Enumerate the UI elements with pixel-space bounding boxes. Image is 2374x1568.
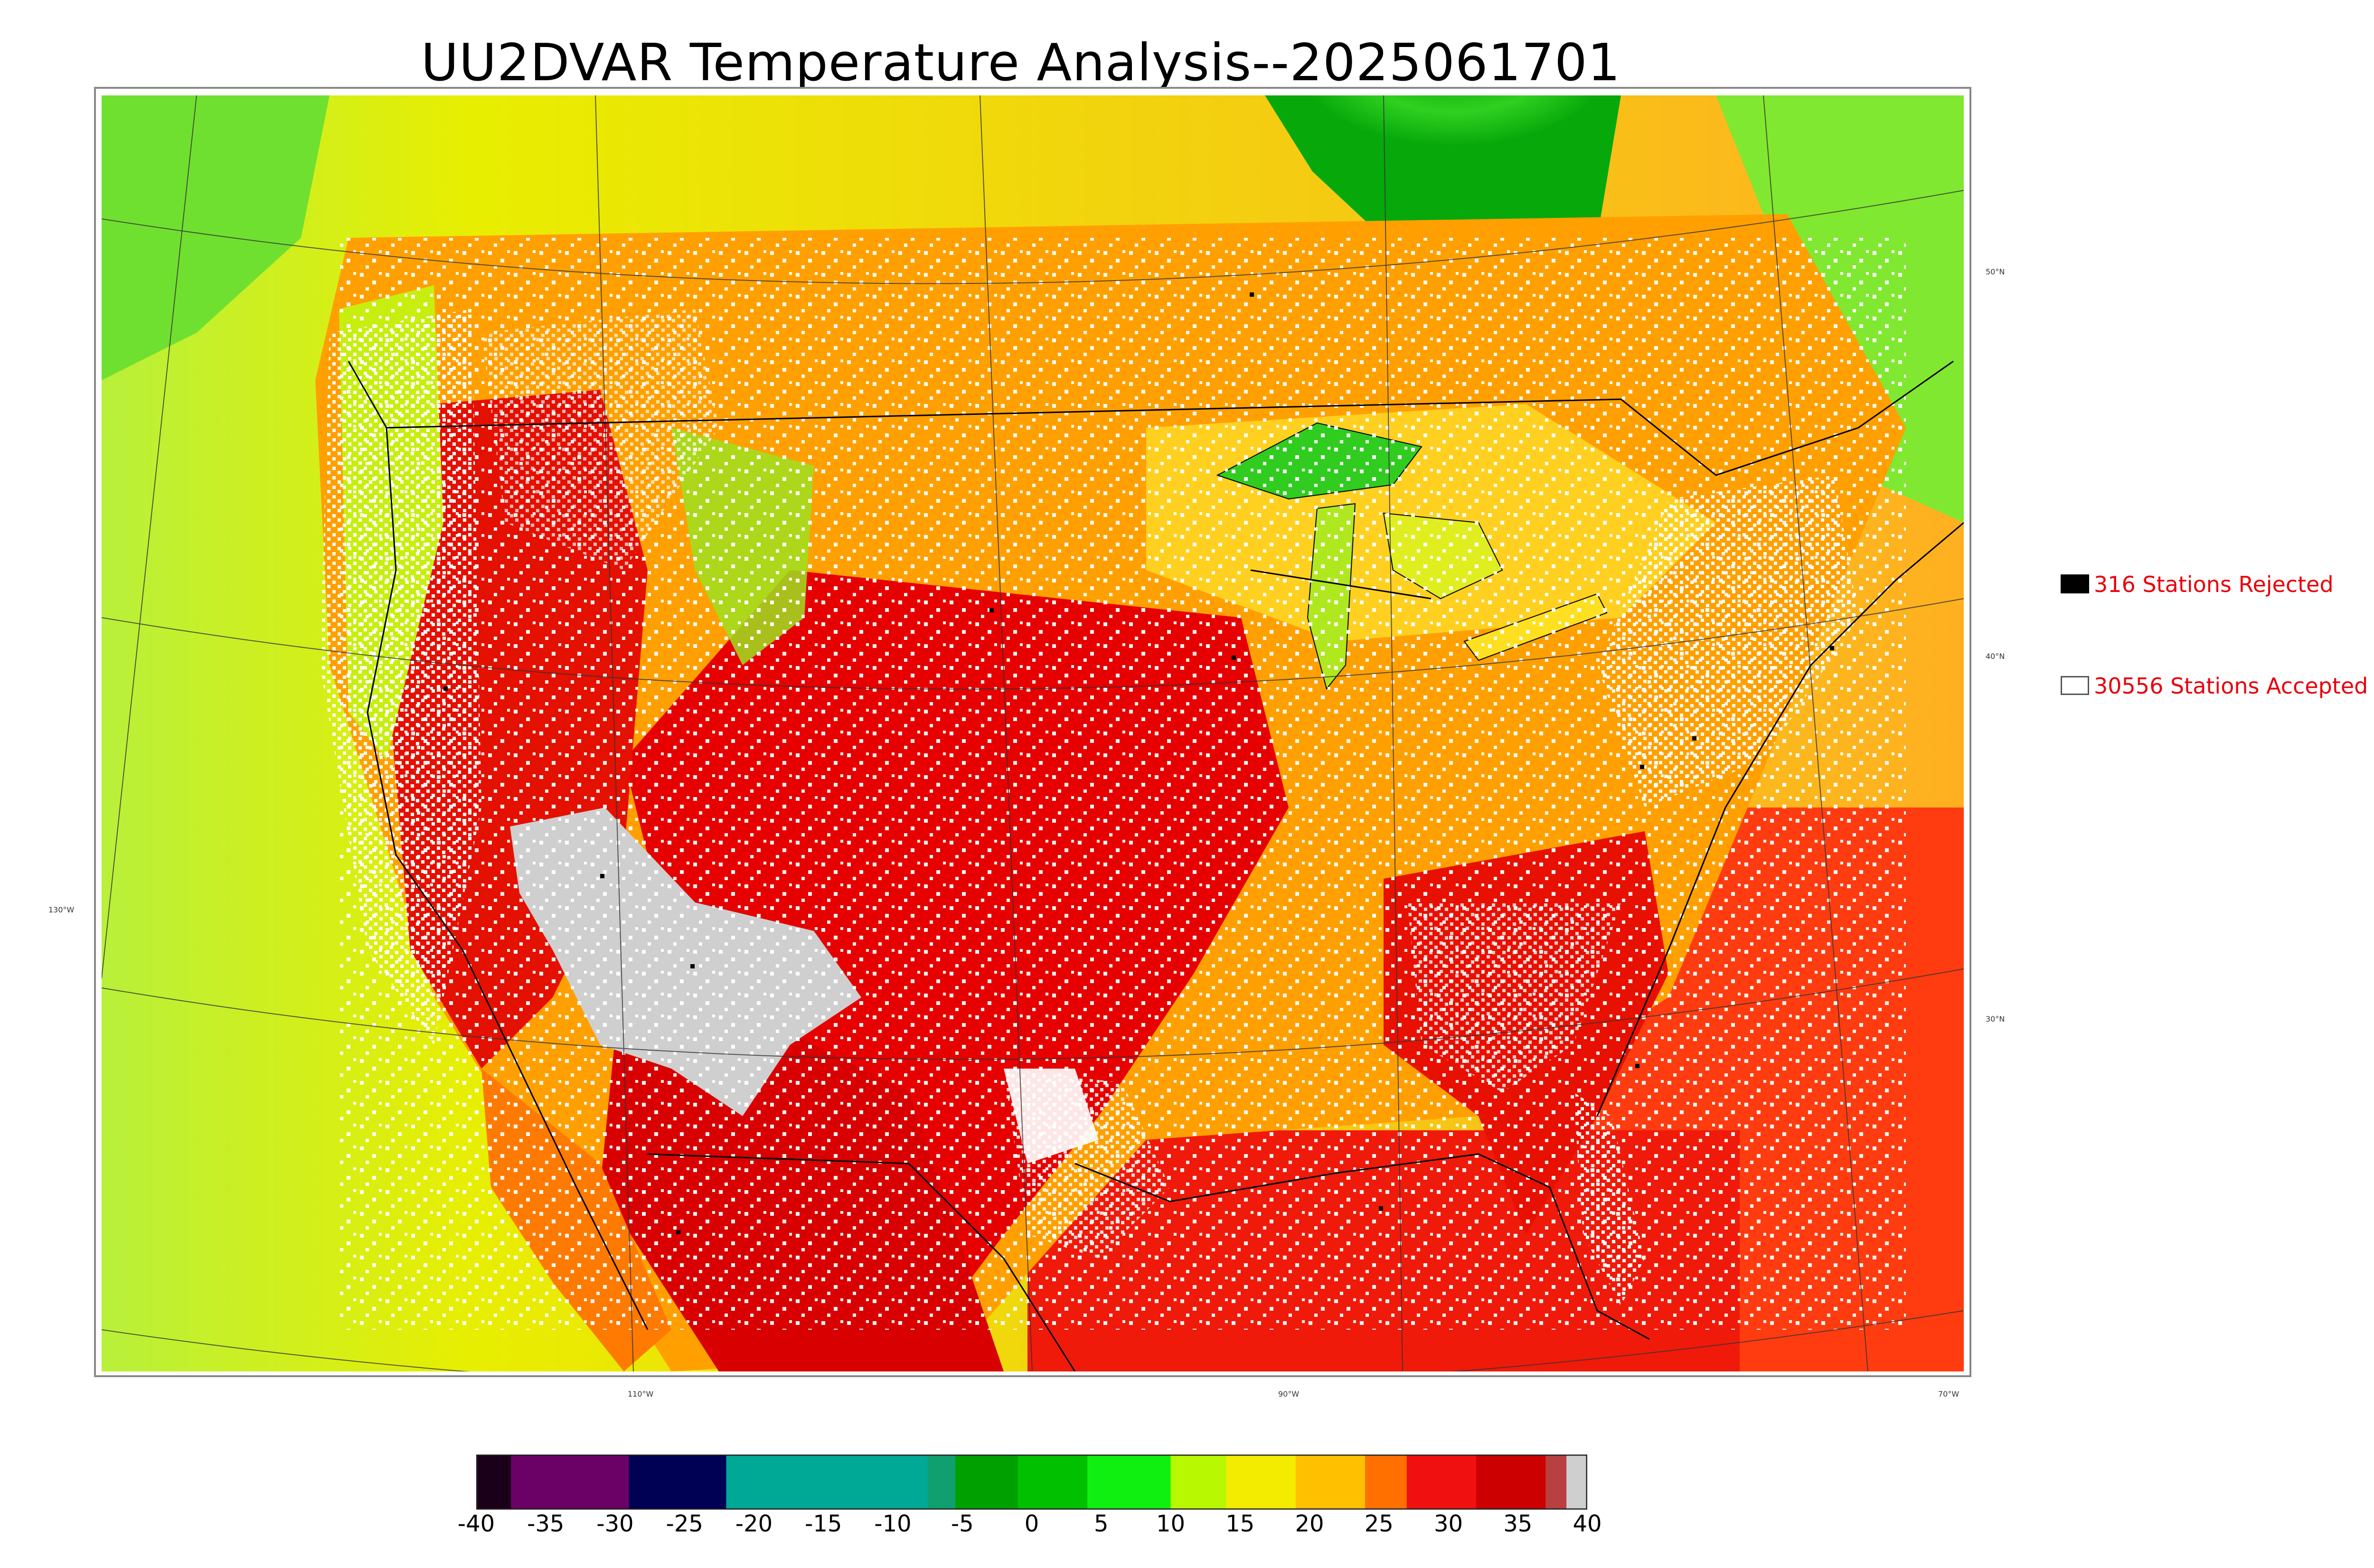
graticule xyxy=(102,95,1964,1371)
accepted-label: 30556 Stations Accepted xyxy=(2094,673,2368,699)
longitude-label-90w: 90°W xyxy=(1278,1390,1300,1399)
colorbar-tick-label: -40 xyxy=(457,1511,495,1537)
colorbar-segment xyxy=(1226,1455,1296,1510)
colorbar-tick-label: -35 xyxy=(527,1511,565,1537)
station-dots-mountain-west xyxy=(481,309,719,570)
colorbar-tick-label: 30 xyxy=(1433,1511,1463,1537)
latitude-label-30n: 30°N xyxy=(1986,1014,2005,1023)
temperature-colorbar xyxy=(476,1455,1587,1510)
colorbar-tick-label: 5 xyxy=(1093,1511,1109,1537)
colorbar-tick-label: -15 xyxy=(805,1511,842,1537)
rejected-label: 316 Stations Rejected xyxy=(2094,572,2334,597)
station-dots-northeast xyxy=(1597,475,1858,807)
colorbar-tick-label: 10 xyxy=(1156,1511,1186,1537)
map-title: UU2DVAR Temperature Analysis--2025061701 xyxy=(421,33,1621,93)
latitude-label-50n: 50°N xyxy=(1986,267,2005,276)
station-dots-florida xyxy=(1573,1092,1645,1306)
colorbar-segment xyxy=(1017,1455,1088,1510)
map-canvas xyxy=(102,95,1964,1371)
rejected-swatch xyxy=(2061,574,2089,593)
longitude-label-110w: 110°W xyxy=(628,1390,654,1399)
colorbar-segment xyxy=(927,1455,956,1510)
colorbar-segment xyxy=(1476,1455,1546,1510)
longitude-label-130w: 130°W xyxy=(48,905,75,914)
colorbar-tick-label: -30 xyxy=(596,1511,634,1537)
colorbar-segment xyxy=(1170,1455,1226,1510)
colorbar-tick-label: 35 xyxy=(1503,1511,1533,1537)
colorbar-tick-label: -5 xyxy=(951,1511,974,1537)
colorbar-segment xyxy=(1545,1455,1567,1510)
colorbar-segment xyxy=(1087,1455,1171,1510)
longitude-label-70w: 70°W xyxy=(1938,1390,1959,1399)
colorbar-tick-label: 0 xyxy=(1024,1511,1039,1537)
colorbar-segment xyxy=(1566,1455,1587,1510)
colorbar-tick-label: -25 xyxy=(666,1511,703,1537)
colorbar-border xyxy=(476,1455,1587,1510)
colorbar-tick-label: 15 xyxy=(1225,1511,1255,1537)
colorbar-segment xyxy=(726,1455,928,1510)
station-dots-texas xyxy=(1004,1069,1170,1258)
latitude-label-40n: 40°N xyxy=(1986,652,2005,661)
colorbar-segment xyxy=(1295,1455,1366,1510)
colorbar-segment xyxy=(629,1455,726,1510)
colorbar-segment xyxy=(476,1455,511,1510)
station-dots-west-coast xyxy=(320,309,481,1045)
station-dots-southeast xyxy=(1407,902,1621,1092)
pacific-green xyxy=(102,95,330,380)
colorbar-tick-label: -10 xyxy=(874,1511,912,1537)
colorbar-segment xyxy=(511,1455,630,1510)
rejected-station-markers xyxy=(443,292,1834,1234)
colorbar-segment xyxy=(1365,1455,1407,1510)
accepted-swatch xyxy=(2061,676,2089,695)
colorbar-segment xyxy=(1406,1455,1477,1510)
colorbar-tick-label: 25 xyxy=(1364,1511,1394,1537)
temperature-analysis-map: 50°N 40°N 30°N 130°W 110°W 90°W 70°W xyxy=(48,87,2005,1399)
colorbar-segment xyxy=(955,1455,1018,1510)
colorbar-tick-label: -20 xyxy=(735,1511,773,1537)
colorbar-tick-label: 40 xyxy=(1573,1511,1602,1537)
colorbar-tick-label: 20 xyxy=(1295,1511,1324,1537)
political-boundaries xyxy=(348,360,1964,1371)
